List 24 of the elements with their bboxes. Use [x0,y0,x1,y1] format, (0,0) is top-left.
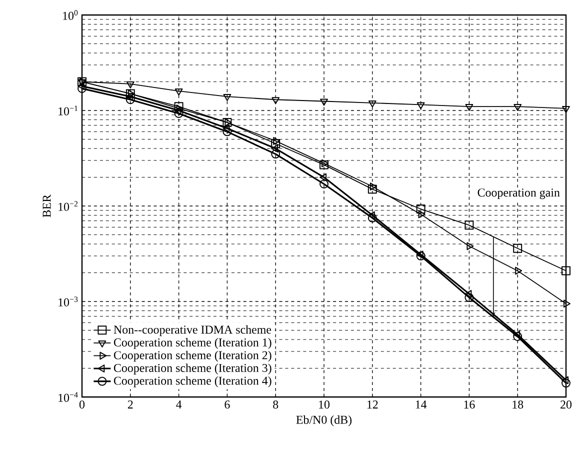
legend-label: Cooperation scheme (Iteration 2) [114,350,272,362]
y-tick-label: 10$^{−2}$ [58,201,78,211]
x-tick-label: 14 [416,400,427,408]
x-tick-label: 18 [512,400,524,409]
x-tick-label: 8 [273,400,278,409]
x-tick-label: 20 [560,400,572,409]
x-tick-label: 16 [464,400,475,409]
x-axis-title: Eb/N0 (dB) [296,415,352,426]
legend-label: Non--cooperative IDMA scheme [114,325,272,336]
x-tick-label: 6 [224,400,230,409]
annotation: Cooperation gain [478,188,560,200]
legend-label: Cooperation scheme (Iteration 3) [114,364,272,374]
x-tick-label: 2 [128,400,133,408]
x-tick-label: 0 [79,400,85,409]
legend-label: Cooperation scheme (Iteration 4) [114,376,272,388]
x-tick-label: 10 [319,400,330,409]
x-tick-label: 4 [176,400,182,408]
y-axis-title: BER [42,194,51,218]
y-tick-label: 10$^{−1}$ [58,106,78,116]
x-tick-label: 12 [367,400,378,408]
legend-label: Cooperation scheme (Iteration 1) [114,338,272,349]
y-tick-label: 10$^{0}$ [63,10,78,20]
y-tick-label: 10$^{−4}$ [58,392,78,402]
y-tick-label: 10$^{−3}$ [58,296,78,306]
